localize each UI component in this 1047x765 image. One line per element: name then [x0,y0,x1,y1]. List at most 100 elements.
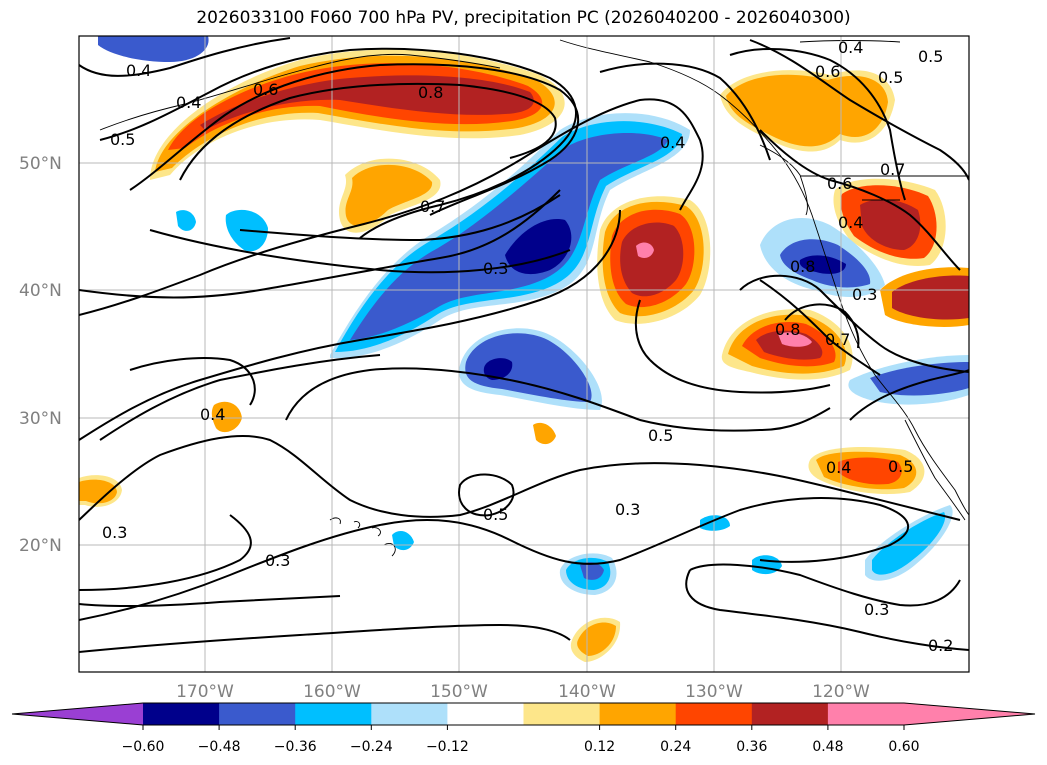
positive-anomaly-offshore [636,242,654,258]
colorbar-tick-label: −0.36 [274,739,317,755]
pv-contour-line [784,303,860,349]
contour-label: 0.6 [827,174,852,193]
colorbar-swatch [827,703,905,725]
contour-label: 0.5 [888,457,913,476]
contour-label: 0.4 [126,61,151,80]
positive-anomaly-california [778,332,812,347]
map-title: 2026033100 F060 700 hPa PV, precipitatio… [196,8,851,28]
plot-area: 0.4 0.4 0.6 0.8 0.5 0.4 0.6 0.5 0.7 0.5 … [79,36,969,672]
colorbar-extend-min [12,703,143,725]
colorbar-tick-label: 0.12 [584,739,615,755]
pv-contour-line [79,497,910,621]
negative-anomaly-band [505,219,572,275]
contour-label: 0.8 [790,257,815,276]
negative-anomaly-coastal [799,255,846,274]
contour-label: 0.3 [852,285,877,304]
positive-anomaly-offshore [620,222,684,297]
contour-label: 0.5 [918,47,943,66]
positive-anomaly-west [79,479,117,504]
contour-label: 0.2 [928,636,953,655]
contour-label: 0.7 [825,330,850,349]
pv-contour-line [599,62,771,161]
contour-label: 0.8 [418,83,443,102]
colorbar-tick-label: 0.24 [660,739,691,755]
contour-label: 0.3 [864,600,889,619]
negative-anomaly-blob [483,358,513,380]
colorbar-swatch [523,703,601,725]
lon-label: 140°W [558,682,616,702]
lon-label: 160°W [303,682,361,702]
lon-label: 170°W [176,682,234,702]
contour-label: 0.5 [648,426,673,445]
plot-frame [78,35,970,673]
pv-contour-line [99,47,577,239]
lat-label: 30°N [19,409,62,429]
pv-contour-line [79,189,561,299]
contour-label: 0.4 [200,405,225,424]
colorbar-tick-label: −0.60 [122,739,165,755]
lon-label: 130°W [685,682,743,702]
pv-contour-line [79,209,621,441]
contour-label: 0.3 [615,500,640,519]
colorbar-swatch [143,703,220,725]
pv-contour-line [129,63,579,216]
lon-label: 120°W [812,682,870,702]
pv-contour-line [458,473,515,517]
negative-anomaly-blob [465,333,592,402]
contour-label: 0.6 [815,62,840,81]
pv-contour-line [179,82,557,181]
colorbar-tick-label: 0.60 [888,739,919,755]
colorbar-swatch [371,703,448,725]
positive-anomaly-aleutian [200,75,534,130]
latitude-labels: 50°N 40°N 30°N 20°N [19,154,62,556]
negative-anomaly-west [98,36,209,62]
pv-contour-line [649,359,831,394]
pv-contour-line [99,354,381,441]
colorbar-tick-label: −0.12 [426,739,469,755]
pv-contour-line [79,623,571,653]
contour-label: 0.4 [838,38,863,57]
coastlines [99,39,969,557]
positive-anomaly-northeast [726,74,888,147]
contour-label: 0.5 [110,130,135,149]
pv-contour-line [79,434,961,521]
lat-label: 20°N [19,536,62,556]
colorbar-swatch [751,703,829,725]
pv-contour-line [79,98,704,316]
pv-contour-line [685,569,969,651]
pv-contour-line [634,299,651,361]
negative-anomaly-west [700,515,730,531]
lat-label: 50°N [19,154,62,174]
negative-anomaly-band [350,133,668,340]
pv-contour-line [79,37,291,77]
positive-anomaly-east [892,275,969,320]
lat-label: 40°N [19,281,62,301]
precip-shading [79,36,969,662]
colorbar-extend-max [904,703,1035,725]
negative-anomaly-tropical [580,562,604,580]
colorbar-tick-label: 0.36 [736,739,767,755]
positive-anomaly-west [533,422,556,445]
pv-contour-line [239,194,561,242]
pv-contour-line [79,514,252,591]
contour-label: 0.4 [838,213,863,232]
contour-label: 0.3 [265,551,290,570]
colorbar-swatch [675,703,753,725]
colorbar: −0.60 −0.48 −0.36 −0.24 −0.12 0.12 0.24 0.36 0.4… [11,702,1036,755]
contour-label: 0.6 [253,80,278,99]
pv-contour-line [689,563,961,607]
negative-anomaly-southeast [870,362,969,396]
contour-label: 0.3 [102,523,127,542]
pv-contour-line [79,595,341,607]
colorbar-swatch [219,703,296,725]
contour-label: 0.4 [826,458,851,477]
pv-contours [79,37,969,653]
pv-contour-line [759,279,881,376]
colorbar-tick-label: −0.48 [198,739,241,755]
longitude-labels: 170°W 160°W 150°W 140°W 130°W 120°W [176,682,870,702]
positive-anomaly-west [211,401,242,433]
contour-label: 0.7 [880,160,905,179]
pv-contour-line [849,369,969,421]
contour-label: 0.5 [483,505,508,524]
